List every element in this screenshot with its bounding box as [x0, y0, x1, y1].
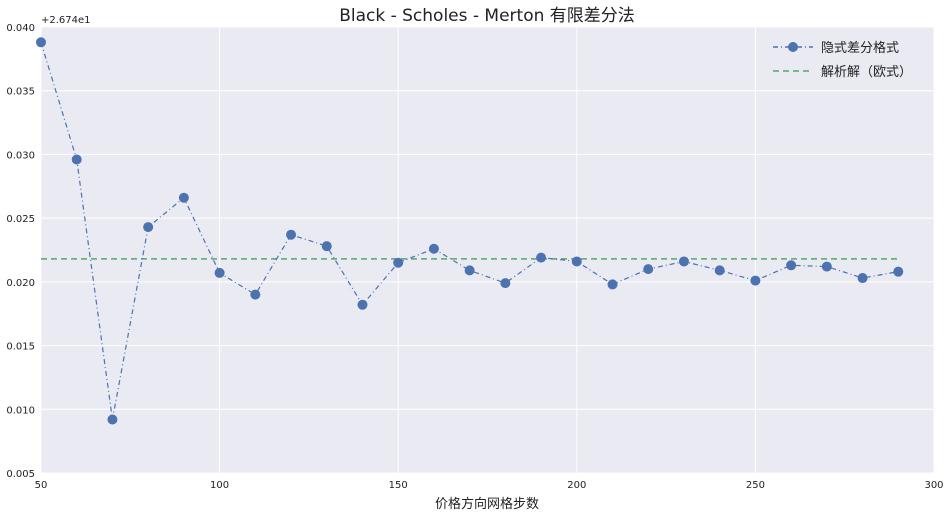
series-layer: [36, 37, 904, 425]
implicit-scheme-point: [678, 256, 689, 267]
legend-implicit-label: 隐式差分格式: [821, 40, 899, 56]
implicit-scheme-point: [714, 265, 725, 276]
x-tick-label: 100: [210, 480, 229, 491]
y-tick-label: 0.010: [6, 405, 35, 416]
implicit-scheme-point: [750, 275, 761, 286]
implicit-scheme-point: [321, 241, 332, 252]
y-tick-label: 0.035: [6, 87, 35, 98]
implicit-scheme-point: [214, 267, 225, 278]
implicit-scheme-point: [178, 192, 189, 203]
y-offset-label: +2.674e1: [41, 15, 91, 26]
y-tick-label: 0.030: [6, 150, 35, 161]
implicit-scheme-point: [143, 222, 154, 233]
y-tick-label: 0.015: [6, 342, 35, 353]
implicit-scheme-point: [536, 252, 547, 263]
implicit-scheme-point: [357, 299, 368, 310]
implicit-scheme-point: [857, 273, 868, 284]
implicit-scheme-point: [607, 279, 618, 290]
x-tick-label: 150: [389, 480, 408, 491]
legend: 隐式差分格式 解析解（欧式）: [773, 40, 912, 80]
implicit-scheme-point: [500, 278, 511, 289]
legend-analytic-label: 解析解（欧式）: [821, 65, 912, 80]
implicit-scheme-point: [893, 266, 904, 277]
chart-title: Black - Scholes - Merton 有限差分法: [339, 6, 635, 26]
y-tick-label: 0.025: [6, 214, 35, 225]
grid-lines: [40, 26, 935, 474]
x-tick-label: 200: [567, 480, 586, 491]
legend-implicit-marker: [788, 42, 798, 52]
implicit-scheme-point: [286, 229, 297, 240]
y-tick-label: 0.005: [6, 469, 35, 480]
y-tick-label: 0.020: [6, 278, 35, 289]
implicit-scheme-point: [393, 257, 404, 268]
y-axis-ticks: 0.005 0.010 0.015 0.020 0.025 0.030 0.035 0.040: [6, 23, 35, 480]
implicit-scheme-point: [107, 414, 118, 425]
implicit-scheme-point: [36, 37, 46, 48]
implicit-scheme-point: [821, 261, 832, 272]
x-tick-label: 300: [924, 480, 943, 491]
implicit-scheme-point: [464, 265, 475, 276]
implicit-scheme-point: [571, 256, 582, 267]
x-tick-label: 250: [746, 480, 765, 491]
y-tick-label: 0.040: [6, 23, 35, 34]
plot-area: [41, 27, 934, 473]
x-axis-title: 价格方向网格步数: [435, 496, 539, 512]
implicit-scheme-point: [643, 264, 654, 275]
x-axis-ticks: 50 100 150 200 250 300: [35, 480, 944, 491]
implicit-scheme-point: [428, 243, 439, 254]
implicit-scheme-point: [71, 154, 82, 165]
x-tick-label: 50: [35, 480, 48, 491]
implicit-scheme-point: [786, 260, 797, 271]
implicit-scheme-point: [250, 289, 261, 300]
